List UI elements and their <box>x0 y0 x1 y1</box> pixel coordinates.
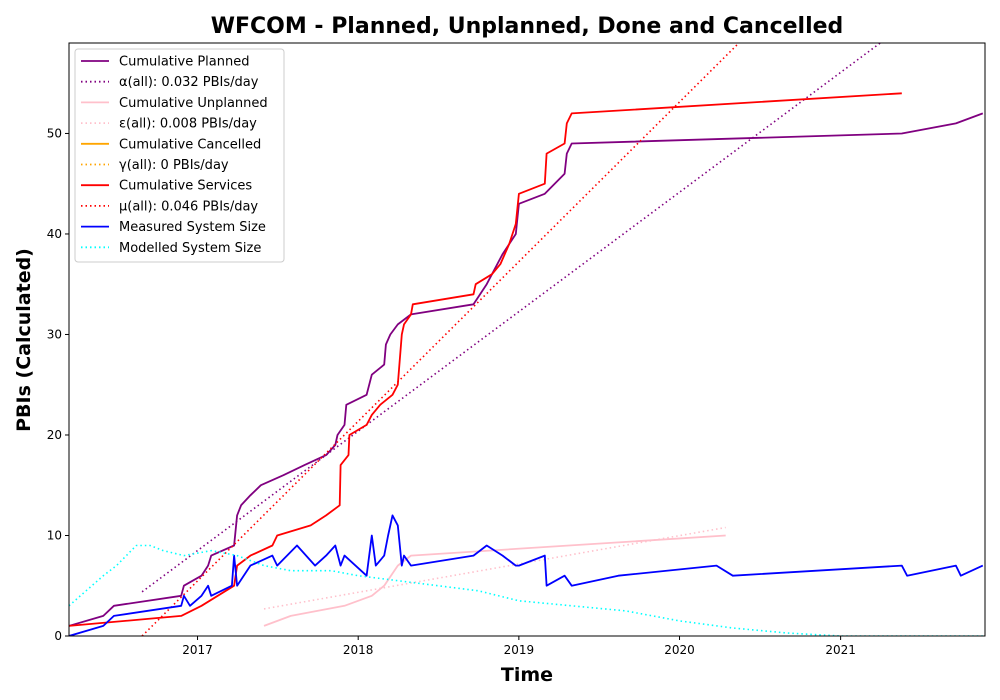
legend-label-cumulative-unplanned: Cumulative Unplanned <box>119 96 268 111</box>
legend-label-all-0-046-pbis-day: μ(all): 0.046 PBIs/day <box>119 199 258 214</box>
legend-label-cumulative-planned: Cumulative Planned <box>119 55 249 70</box>
y-axis-label: PBIs (Calculated) <box>13 248 35 432</box>
y-tick-label: 0 <box>54 629 62 643</box>
y-tick-label: 40 <box>47 227 62 241</box>
y-tick-label: 20 <box>47 428 62 442</box>
legend: Cumulative Planned α(all): 0.032 PBIs/day… <box>75 49 284 262</box>
x-tick-label: 2018 <box>343 643 374 657</box>
x-tick-label: 2020 <box>664 643 695 657</box>
legend-label-all-0-008-pbis-day: ε(all): 0.008 PBIs/day <box>119 117 257 132</box>
x-tick-label: 2017 <box>182 643 213 657</box>
legend-label-measured-system-size: Measured System Size <box>119 220 266 235</box>
series-line-measured-system-size <box>69 515 983 636</box>
legend-label-all-0-032-pbis-day: α(all): 0.032 PBIs/day <box>119 75 259 90</box>
legend-label-cumulative-cancelled: Cumulative Cancelled <box>119 137 261 152</box>
legend-label-cumulative-services: Cumulative Services <box>119 179 252 194</box>
series-line-modelled-system-size <box>69 546 985 637</box>
chart-title: WFCOM - Planned, Unplanned, Done and Can… <box>211 14 844 39</box>
legend-label-all-0-pbis-day: γ(all): 0 PBIs/day <box>119 158 229 173</box>
y-tick-label: 50 <box>47 126 62 140</box>
x-axis-label: Time <box>501 664 553 686</box>
y-tick-label: 10 <box>47 528 62 542</box>
x-tick-label: 2021 <box>825 643 856 657</box>
y-tick-label: 30 <box>47 327 62 341</box>
legend-label-modelled-system-size: Modelled System Size <box>119 241 261 256</box>
x-tick-label: 2019 <box>504 643 535 657</box>
